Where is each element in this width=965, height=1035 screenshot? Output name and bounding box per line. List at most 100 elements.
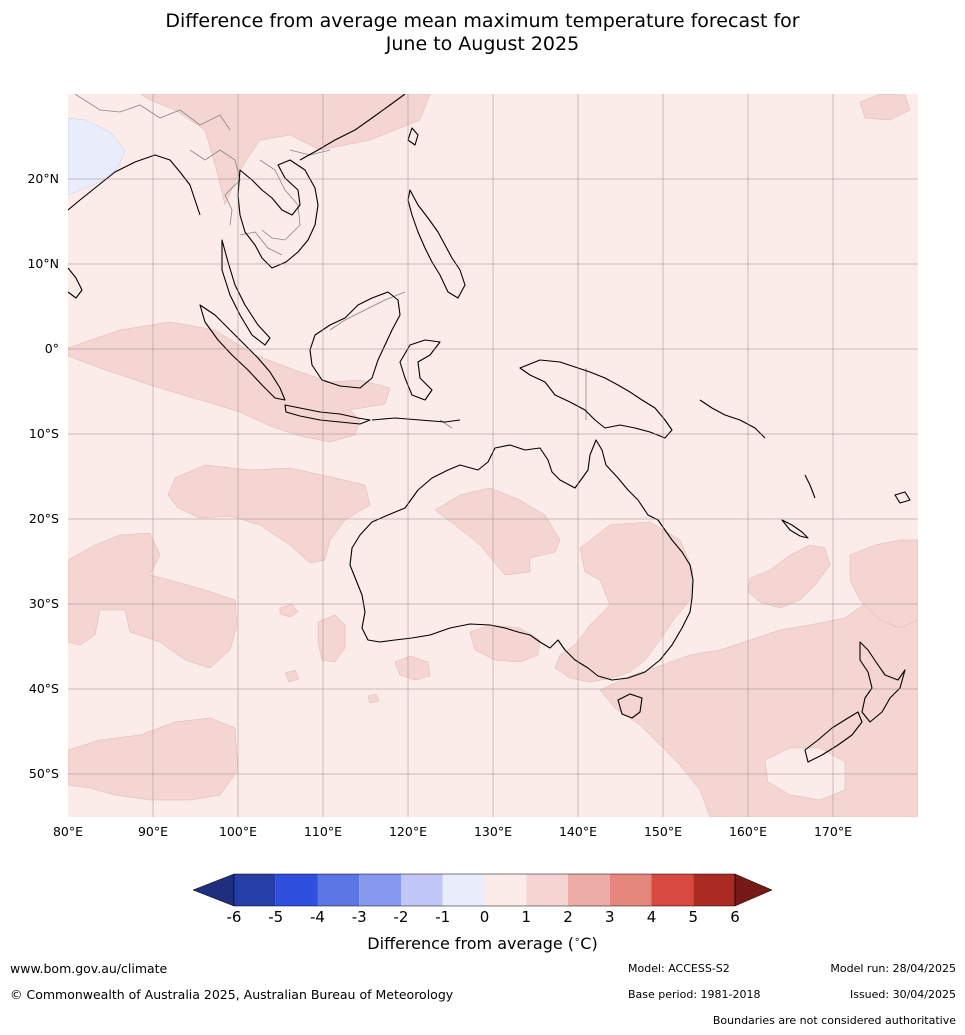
colorbar-tick: 4 [647, 908, 657, 926]
anomaly-region-asia-north [139, 94, 431, 206]
lon-label-90e: 90°E [138, 824, 168, 839]
colorbar-segment [442, 874, 485, 906]
coastline-sumatra [199, 304, 286, 401]
anomaly-region-north-pacific [859, 94, 911, 121]
anomaly-region-indian-ocean-equatorial [68, 321, 391, 443]
coastline-china-east [299, 94, 406, 161]
footer-website[interactable]: www.bom.gov.au/climate [10, 961, 168, 976]
title-line-2: June to August 2025 [385, 33, 580, 55]
lon-label-120e: 120°E [389, 824, 427, 839]
coastline-bay-of-bengal [68, 154, 201, 216]
colorbar-segment [693, 874, 735, 906]
coastline-nz-north-island [859, 641, 906, 723]
anomaly-region-east-pacific [747, 544, 831, 609]
anomaly-blob-5 [367, 693, 380, 704]
coastline-java [284, 404, 371, 425]
colorbar-tick: -6 [227, 908, 242, 926]
coastline-indochina [237, 159, 319, 269]
lat-label-20n: 20°N [27, 171, 59, 186]
chart-title: Difference from average mean maximum tem… [0, 10, 965, 56]
anomaly-region-west-coast [68, 532, 238, 669]
boundary-borneo [329, 291, 406, 331]
anomaly-1-2-regions [68, 94, 918, 817]
colorbar-segment [526, 874, 568, 906]
coastline-fiji [894, 491, 911, 504]
colorbar-tick: -2 [394, 908, 409, 926]
colorbar [192, 873, 773, 907]
colorbar-segment [234, 874, 276, 906]
lon-label-100e: 100°E [219, 824, 257, 839]
colorbar-unit-degree: ∘ [574, 934, 581, 946]
colorbar-segment [568, 874, 610, 906]
anomaly-blob-1 [317, 614, 346, 663]
coastline-borneo [309, 291, 401, 389]
colorbar-extend-high [734, 873, 773, 907]
anomaly-region-far-east-pacific [849, 539, 918, 629]
boundary-vietnam [239, 231, 283, 256]
lon-label-110e: 110°E [304, 824, 342, 839]
coastline-solomon-islands [699, 399, 766, 439]
title-line-1: Difference from average mean maximum tem… [165, 10, 800, 32]
colorbar-tick: 0 [480, 908, 490, 926]
colorbar-tick: 3 [605, 908, 615, 926]
anomaly-blob-4 [284, 669, 300, 683]
colorbar-tick: -4 [310, 908, 325, 926]
anomaly-region-south-australia [469, 624, 541, 663]
footer-model-run: Model run: 28/04/2025 [830, 962, 956, 975]
coastlines [68, 94, 911, 763]
colorbar-tick: -3 [352, 908, 367, 926]
boundary-indochina [259, 159, 301, 241]
anomaly-neg-region-bay-of-bengal [68, 117, 126, 196]
colorbar-segment [275, 874, 318, 906]
coastline-tasmania [617, 693, 643, 719]
lat-label-10n: 10°N [27, 256, 59, 271]
lat-label-50s: 50°S [29, 766, 59, 781]
anomaly-blob-2 [394, 655, 431, 681]
colorbar-outline [233, 873, 736, 907]
colorbar-tick: -5 [268, 908, 283, 926]
footer-disclaimer: Boundaries are not considered authoritat… [712, 1014, 956, 1027]
coastline-new-caledonia [781, 519, 809, 539]
colorbar-segment [317, 874, 360, 906]
lat-label-30s: 30°S [29, 596, 59, 611]
colorbar-segment [651, 874, 694, 906]
lon-labels: 80°E 90°E 100°E 110°E 120°E 130°E 140°E … [53, 824, 852, 839]
colorbar-tick: 6 [730, 908, 740, 926]
colorbar-extend-low [192, 873, 235, 907]
lon-label-80e: 80°E [53, 824, 83, 839]
footer-base-period: Base period: 1981-2018 [628, 988, 761, 1001]
colorbar-tick: 5 [688, 908, 698, 926]
country-boundaries [74, 94, 587, 429]
lon-label-170e: 170°E [814, 824, 852, 839]
lon-label-160e: 160°E [729, 824, 767, 839]
coastline-sri-lanka [68, 267, 83, 299]
footer-copyright: © Commonwealth of Australia 2025, Austra… [10, 987, 454, 1002]
colorbar-segment [484, 874, 527, 906]
coastline-vanuatu [804, 474, 816, 499]
anomaly-blob-3 [279, 603, 299, 618]
lat-labels: 20°N 10°N 0° 10°S 20°S 30°S 40°S 50°S [27, 171, 59, 781]
map-area [68, 94, 918, 817]
colorbar-title: Difference from average (∘C) [0, 934, 965, 953]
coastline-malay-peninsula [221, 239, 271, 346]
lon-label-130e: 130°E [474, 824, 512, 839]
coastline-sulawesi [399, 339, 441, 401]
lat-label-0: 0° [45, 341, 59, 356]
colorbar-segment [401, 874, 443, 906]
lat-label-20s: 20°S [29, 511, 59, 526]
lon-label-140e: 140°E [559, 824, 597, 839]
footer-model: Model: ACCESS-S2 [628, 962, 730, 975]
colorbar-unit: C) [580, 934, 598, 953]
boundary-myanmar [189, 149, 241, 226]
colorbar-label: Difference from average ( [367, 934, 575, 953]
coastline-lesser-sunda [371, 417, 461, 423]
anomaly-region-central-australia [434, 487, 561, 576]
colorbar-tick: -1 [435, 908, 450, 926]
anomaly-region-indian-ocean-south [167, 464, 371, 564]
colorbar-tick: 1 [521, 908, 531, 926]
coastline-australia [349, 439, 694, 681]
anomaly-region-east-australia [554, 521, 694, 683]
lon-label-150e: 150°E [644, 824, 682, 839]
colorbar-segment [609, 874, 652, 906]
